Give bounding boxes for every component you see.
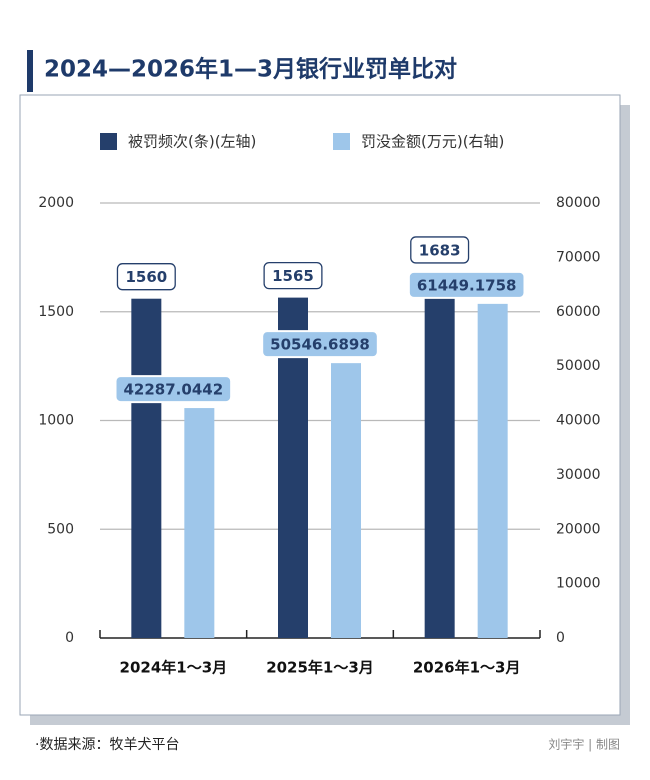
data-label-box (407, 270, 526, 299)
x-tick-label: 2025年1～3月 (266, 659, 374, 677)
data-label-box (114, 375, 233, 404)
bar (184, 408, 215, 638)
y2-tick-label: 60000 (556, 304, 601, 320)
data-label: 1565 (272, 267, 314, 285)
data-label-box (116, 263, 176, 291)
bar (424, 271, 455, 638)
y2-tick-label: 10000 (556, 576, 601, 592)
legend-label: 被罚频次(条)(左轴) (128, 133, 256, 151)
x-tick-label: 2024年1～3月 (120, 659, 228, 677)
y-tick-label: 2000 (38, 195, 74, 211)
credit: 刘宇宇 | 制图 (548, 738, 620, 752)
legend-swatch (333, 133, 350, 150)
data-label: 42287.0442 (124, 381, 224, 399)
y2-tick-label: 80000 (556, 195, 601, 211)
data-label: 1683 (419, 241, 461, 259)
data-label-box (410, 236, 470, 264)
y2-tick-label: 70000 (556, 249, 601, 265)
y2-tick-label: 0 (556, 630, 565, 646)
y2-tick-label: 20000 (556, 521, 601, 537)
y-tick-label: 1000 (38, 413, 74, 429)
y2-tick-label: 30000 (556, 467, 601, 483)
title-bar (27, 50, 33, 92)
panel (19, 94, 621, 716)
y-tick-label: 500 (47, 521, 74, 537)
y2-tick-label: 50000 (556, 358, 601, 374)
x-tick-label: 2026年1～3月 (413, 659, 521, 677)
y2-tick-label: 40000 (556, 413, 601, 429)
data-label: 61449.1758 (417, 276, 517, 294)
data-label-box (261, 330, 379, 359)
bar (477, 303, 508, 638)
y-tick-label: 0 (65, 630, 74, 646)
bar (131, 298, 162, 638)
chart-title: 2024—2026年1—3月银行业罚单比对 (44, 56, 457, 83)
data-label: 1560 (125, 268, 167, 286)
bar (331, 363, 361, 638)
data-label: 50546.6898 (270, 336, 370, 354)
legend-label: 罚没金额(万元)(右轴) (361, 133, 504, 151)
legend-swatch (100, 133, 117, 150)
source-note: ·数据来源：牧羊犬平台 (35, 737, 179, 753)
data-label-box (263, 261, 323, 290)
y-tick-label: 1500 (38, 304, 74, 320)
